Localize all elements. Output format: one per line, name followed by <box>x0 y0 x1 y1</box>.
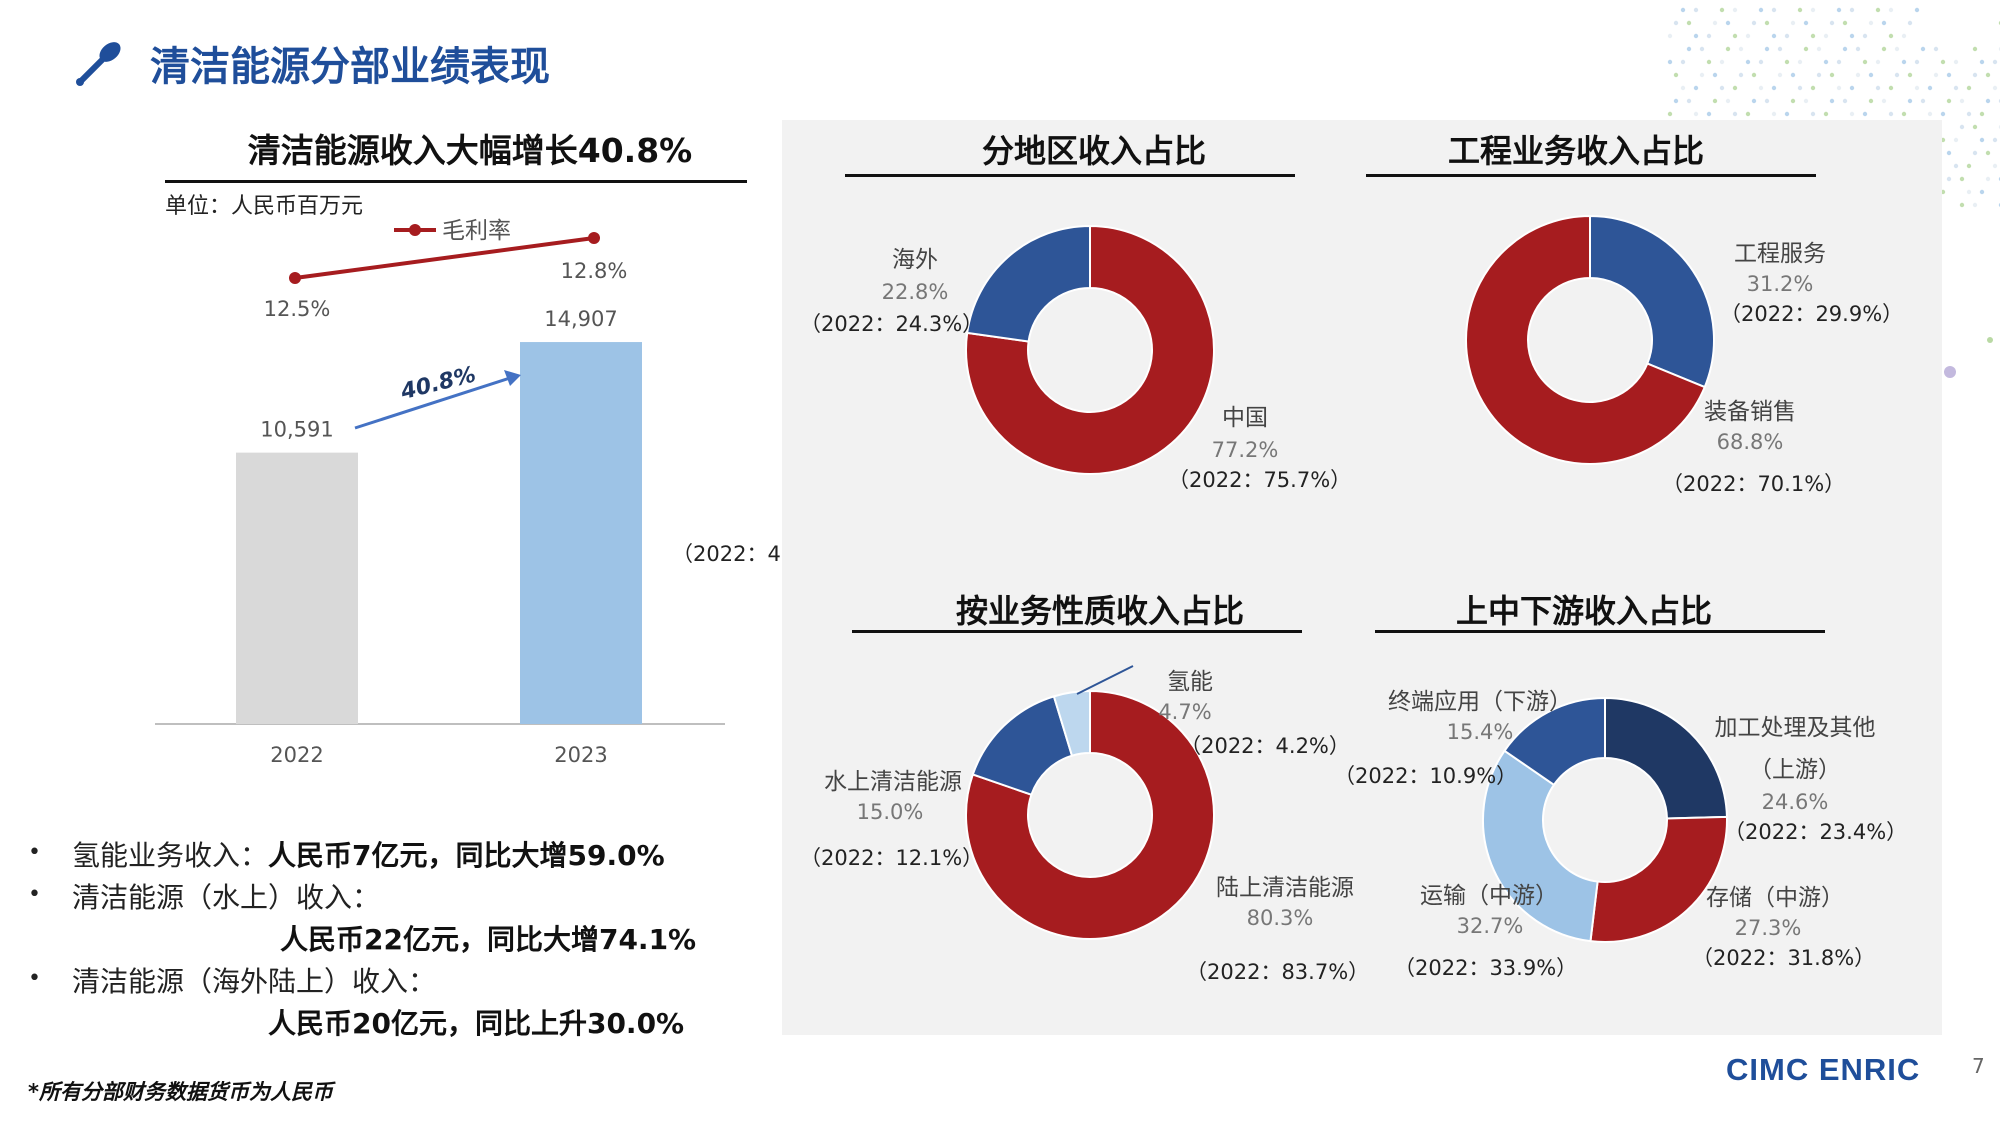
prev-equipment: （2022：70.1%） <box>1662 472 1846 496</box>
revenue-title-rule <box>165 180 747 183</box>
prev-processing: （2022：23.4%） <box>1724 820 1908 844</box>
legend-margin: 毛利率 <box>394 218 511 244</box>
growth-arrow <box>354 370 521 430</box>
unit-label: 单位：人民币百万元 <box>165 194 364 219</box>
bullet-value: 人民币22亿元，同比大增74.1% <box>280 923 697 956</box>
legend-label: 毛利率 <box>442 218 511 244</box>
donut-slice <box>1465 214 1707 465</box>
label-china: 中国 <box>1222 405 1268 431</box>
pct-hydrogen: 4.7% <box>1158 700 1212 724</box>
pct-china: 77.2% <box>1211 438 1279 462</box>
page-title: 清洁能源分部业绩表现 <box>150 44 550 90</box>
bullet-dot: • <box>28 966 41 991</box>
prev-overseas: （2022：24.3%） <box>800 312 984 336</box>
prev-eng-service: （2022：29.9%） <box>1720 302 1904 326</box>
prev-transport: （2022：33.9%） <box>1394 956 1578 980</box>
chain-title: 上中下游收入占比 <box>1455 592 1712 630</box>
pct-land: 80.3% <box>1246 906 1314 930</box>
growth-label: 40.8% <box>397 362 478 405</box>
pct-overseas: 22.8% <box>881 280 949 304</box>
prev-china: （2022：75.7%） <box>1168 468 1352 492</box>
label-land: 陆上清洁能源 <box>1216 875 1354 901</box>
x-tick-label: 2022 <box>270 743 323 767</box>
revenue-title: 清洁能源收入大幅增长40.8% <box>247 131 693 170</box>
pct-water: 15.0% <box>856 800 924 824</box>
pct-transport: 32.7% <box>1456 914 1524 938</box>
bullet-water-value: 人民币22亿元，同比大增74.1% <box>280 918 696 958</box>
label-processing-2: （上游） <box>1749 757 1841 783</box>
prev-land: （2022：83.7%） <box>1186 960 1370 984</box>
margin-point <box>588 232 600 244</box>
donut-slice <box>1482 749 1599 943</box>
bullet-label: 氢能业务收入： <box>72 839 269 872</box>
label-equipment: 装备销售 <box>1704 399 1796 425</box>
bullet-value: 人民币20亿元，同比上升30.0% <box>268 1007 685 1040</box>
bullet-dot: • <box>28 840 41 865</box>
engineering-donut-chart <box>1465 214 1715 465</box>
bullet-overseas-value: 人民币20亿元，同比上升30.0% <box>268 1002 684 1042</box>
pct-equipment: 68.8% <box>1716 430 1784 454</box>
bullet-hydrogen: 氢能业务收入：人民币7亿元，同比大增59.0% <box>72 834 665 874</box>
donut-slice <box>965 689 1215 940</box>
prev-water: （2022：12.1%） <box>800 846 984 870</box>
bar-value-label: 14,907 <box>544 307 617 331</box>
label-processing: 加工处理及其他 <box>1714 715 1876 741</box>
x-tick-label: 2023 <box>554 743 607 767</box>
margin-value-label: 12.8% <box>561 259 628 283</box>
margin-point <box>289 272 301 284</box>
label-hydrogen: 氢能 <box>1167 669 1213 695</box>
nature-title-rule <box>852 630 1302 633</box>
company-logo: CIMC ENRIC <box>1726 1052 1921 1087</box>
region-donut-chart <box>965 224 1215 475</box>
donut-slice <box>966 224 1091 343</box>
label-storage: 存储（中游） <box>1706 885 1844 911</box>
pct-processing: 24.6% <box>1761 790 1829 814</box>
page-number: 7 <box>1972 1054 1985 1078</box>
pen-icon <box>76 42 121 86</box>
chain-title-rule <box>1375 630 1825 633</box>
bullet-dot: • <box>28 882 41 907</box>
label-transport: 运输（中游） <box>1420 883 1558 909</box>
margin-line <box>294 236 595 280</box>
donut-slice <box>1503 696 1606 787</box>
donut-slice <box>1052 689 1091 757</box>
engineering-title: 工程业务收入占比 <box>1447 132 1704 170</box>
donut-slice <box>1589 815 1728 943</box>
donut-slice <box>965 224 1215 475</box>
pct-storage: 27.3% <box>1734 916 1802 940</box>
region-title-rule <box>845 174 1295 177</box>
bullet-water-label: 清洁能源（水上）收入： <box>72 881 381 914</box>
chain-donut-chart <box>1482 696 1728 943</box>
donut-slice <box>971 695 1074 797</box>
prev-hydrogen: （2022：4.2%） <box>1180 734 1350 758</box>
prev-terminal: （2022：10.9%） <box>1334 764 1518 788</box>
pct-eng-service: 31.2% <box>1746 272 1814 296</box>
label-eng-service: 工程服务 <box>1734 241 1826 267</box>
hydrogen-leader-line <box>1076 665 1134 695</box>
pct-terminal: 15.4% <box>1446 720 1514 744</box>
label-overseas: 海外 <box>892 247 938 273</box>
bullet-overseas-label: 清洁能源（海外陆上）收入： <box>72 965 437 998</box>
bar-2022 <box>236 452 358 724</box>
donut-panel <box>782 120 1942 1035</box>
margin-value-label: 12.5% <box>264 297 331 321</box>
engineering-title-rule <box>1366 174 1816 177</box>
donut-slice <box>1589 214 1715 389</box>
donut-slice <box>1604 696 1728 820</box>
region-title: 分地区收入占比 <box>981 132 1206 170</box>
nature-donut-chart <box>965 689 1215 940</box>
nature-title: 按业务性质收入占比 <box>955 592 1244 630</box>
bar-value-label: 10,591 <box>260 418 333 442</box>
label-terminal: 终端应用（下游） <box>1388 689 1572 715</box>
bar-2023 <box>520 342 642 724</box>
bullet-value: 人民币7亿元，同比大增59.0% <box>268 839 665 872</box>
prev-storage: （2022：31.8%） <box>1692 946 1876 970</box>
footnote: *所有分部财务数据货币为人民币 <box>28 1080 333 1104</box>
revenue-bar-chart: 10,591 2022 14,907 2023 40.8% 12.5% 12.8% 毛利率 <box>155 218 725 767</box>
label-water: 水上清洁能源 <box>824 769 962 795</box>
